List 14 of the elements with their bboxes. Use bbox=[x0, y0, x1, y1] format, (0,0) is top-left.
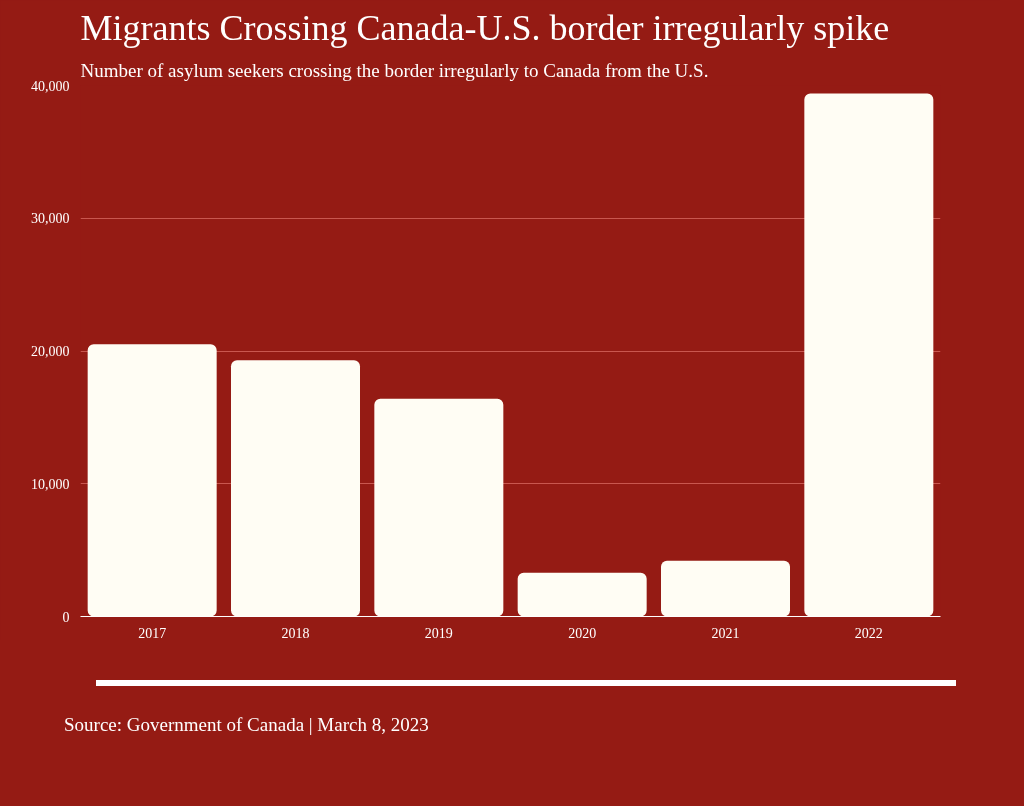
source-note: Source: Government of Canada | March 8, 2023 bbox=[64, 713, 429, 737]
chart-subtitle: Number of asylum seekers crossing the border irregularly to Canada from the U.S. bbox=[80, 59, 709, 81]
y-tick-label: 20,000 bbox=[31, 344, 70, 359]
chart-title: Migrants Crossing Canada-U.S. border irregularly spike bbox=[80, 7, 890, 48]
x-tick-label: 2019 bbox=[424, 625, 453, 641]
y-tick-label: 10,000 bbox=[31, 476, 70, 492]
x-tick-label: 2021 bbox=[711, 625, 740, 641]
y-tick-label: 0 bbox=[62, 609, 70, 625]
y-tick-label: 30,000 bbox=[31, 211, 70, 227]
y-tick-label: 40,000 bbox=[31, 78, 70, 94]
x-tick-label: 2022 bbox=[854, 625, 883, 641]
x-tick-label: 2017 bbox=[138, 625, 167, 641]
x-tick-label: 2020 bbox=[568, 625, 597, 641]
x-tick-label: 2018 bbox=[281, 625, 310, 641]
